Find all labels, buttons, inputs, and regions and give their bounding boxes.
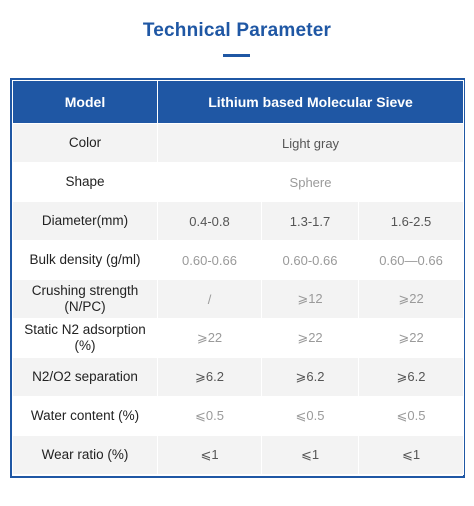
value-crushing-strength-1: /	[157, 279, 262, 319]
value-water-content-2: ⩽0.5	[261, 396, 359, 436]
table-row-crushing-strength: Crushing strength (N/PC) / ⩾12 ⩾22	[12, 279, 465, 319]
row-label-shape: Shape	[12, 162, 158, 202]
value-crushing-strength-2: ⩾12	[261, 279, 359, 319]
value-water-content-1: ⩽0.5	[157, 396, 262, 436]
row-label-bulk-density: Bulk density (g/ml)	[12, 240, 158, 280]
table-row-wear-ratio: Wear ratio (%) ⩽1 ⩽1 ⩽1	[12, 435, 465, 475]
page-title: Technical Parameter	[142, 20, 332, 41]
table-row-shape: Shape Sphere	[12, 162, 465, 202]
row-label-crushing-strength: Crushing strength (N/PC)	[12, 279, 158, 319]
value-wear-ratio-2: ⩽1	[261, 435, 359, 475]
value-n2-o2-separation-3: ⩾6.2	[357, 357, 465, 397]
value-n2-adsorption-1: ⩾22	[157, 318, 262, 358]
row-label-n2-o2-separation: N2/O2 separation	[12, 357, 158, 397]
value-wear-ratio-3: ⩽1	[357, 435, 465, 475]
row-label-wear-ratio: Wear ratio (%)	[12, 435, 158, 475]
value-water-content-3: ⩽0.5	[357, 396, 465, 436]
value-crushing-strength-3: ⩾22	[357, 279, 465, 319]
row-label-color: Color	[12, 123, 158, 163]
value-bulk-density-3: 0.60—0.66	[357, 240, 465, 280]
table-row-bulk-density: Bulk density (g/ml) 0.60-0.66 0.60-0.66 …	[12, 240, 465, 280]
row-label-n2-adsorption: Static N2 adsorption (%)	[12, 318, 158, 358]
value-shape: Sphere	[156, 162, 465, 202]
value-diameter-3: 1.6-2.5	[357, 201, 465, 241]
row-label-diameter: Diameter(mm)	[12, 201, 158, 241]
table-row-diameter: Diameter(mm) 0.4-0.8 1.3-1.7 1.6-2.5	[12, 201, 465, 241]
table-header-row: Model Lithium based Molecular Sieve	[12, 80, 465, 124]
table-row-n2-o2-separation: N2/O2 separation ⩾6.2 ⩾6.2 ⩾6.2	[12, 357, 465, 397]
value-diameter-1: 0.4-0.8	[157, 201, 262, 241]
table-row-color: Color Light gray	[12, 123, 465, 163]
table-row-n2-adsorption: Static N2 adsorption (%) ⩾22 ⩾22 ⩾22	[12, 318, 465, 358]
value-n2-o2-separation-1: ⩾6.2	[157, 357, 262, 397]
table-row-water-content: Water content (%) ⩽0.5 ⩽0.5 ⩽0.5	[12, 396, 465, 436]
value-diameter-2: 1.3-1.7	[261, 201, 359, 241]
value-bulk-density-1: 0.60-0.66	[157, 240, 262, 280]
value-n2-o2-separation-2: ⩾6.2	[261, 357, 359, 397]
spec-table: Model Lithium based Molecular Sieve Colo…	[12, 80, 465, 475]
value-color: Light gray	[156, 123, 465, 163]
value-wear-ratio-1: ⩽1	[157, 435, 262, 475]
title-underline	[223, 54, 250, 57]
spec-table-frame: Model Lithium based Molecular Sieve Colo…	[10, 78, 465, 478]
value-bulk-density-2: 0.60-0.66	[261, 240, 359, 280]
value-n2-adsorption-3: ⩾22	[357, 318, 465, 358]
header-product-name: Lithium based Molecular Sieve	[156, 80, 465, 124]
row-label-water-content: Water content (%)	[12, 396, 158, 436]
header-model-label: Model	[12, 80, 158, 124]
value-n2-adsorption-2: ⩾22	[261, 318, 359, 358]
